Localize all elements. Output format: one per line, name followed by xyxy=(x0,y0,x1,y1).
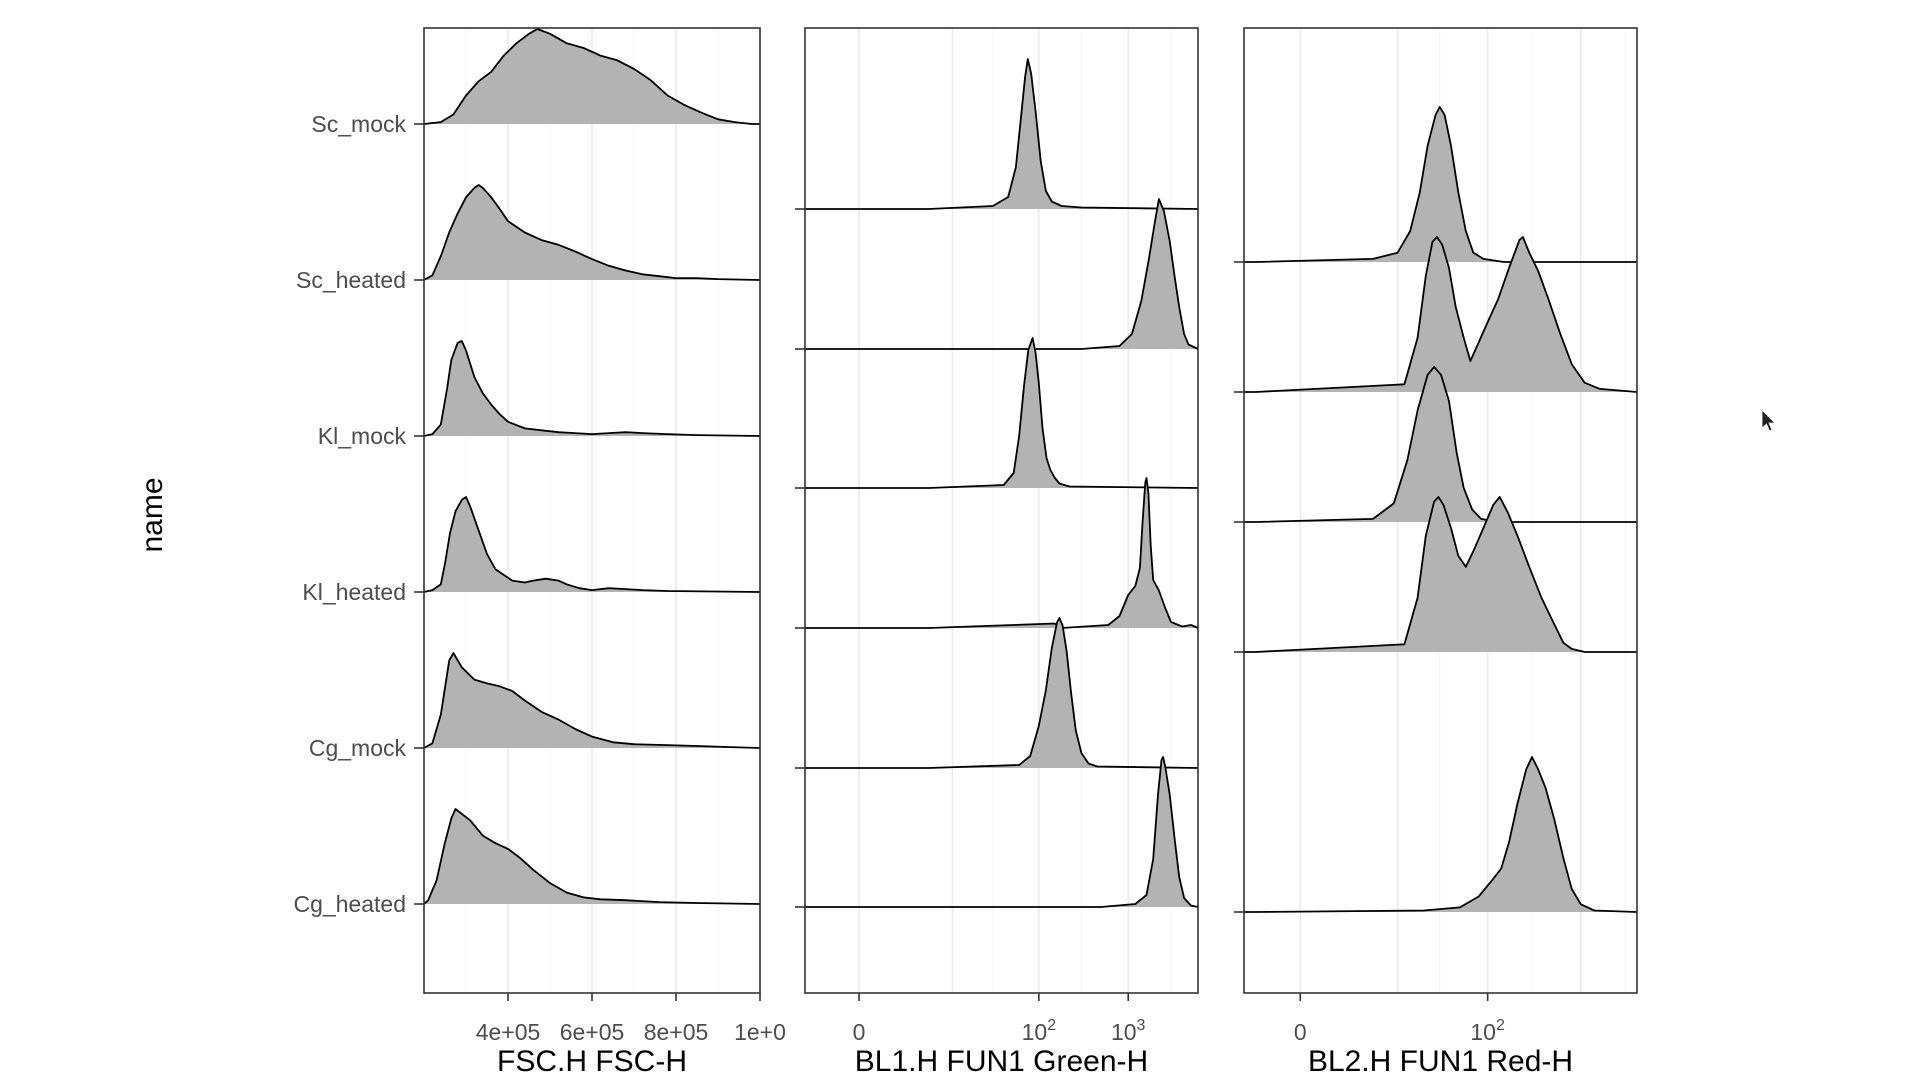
x-tick-label-panel1-3: 1e+0 xyxy=(734,1019,786,1045)
x-axis-title-panel3: BL2.H FUN1 Red-H xyxy=(1308,1045,1573,1078)
y-tick-label-kl_heated: Kl_heated xyxy=(302,579,406,605)
ridge-fill-panel2-cg_heated xyxy=(805,757,1198,907)
ridge-line-panel1-sc_mock xyxy=(423,28,760,125)
ridge-line-panel1-cg_heated xyxy=(423,808,761,905)
x-tick-label-panel2-1: 102 xyxy=(1022,1017,1057,1045)
ridge-line-panel2-sc_heated xyxy=(805,198,1199,350)
ridges xyxy=(423,28,1638,913)
ridge-fill-panel1-kl_heated xyxy=(424,497,760,592)
y-tick-label-kl_mock: Kl_mock xyxy=(318,423,407,449)
ridge-line-panel3-kl_mock xyxy=(1244,366,1637,523)
ridge-fill-panel1-sc_heated xyxy=(424,185,760,280)
x-axis-title-panel2: BL1.H FUN1 Green-H xyxy=(855,1045,1148,1078)
ridge-line-panel1-kl_mock xyxy=(423,340,761,437)
panel-frame-3 xyxy=(1243,27,1638,994)
ridge-fill-panel2-sc_heated xyxy=(805,199,1198,349)
panel-frame-2 xyxy=(804,27,1199,994)
x-tick-label-panel1-1: 6e+05 xyxy=(560,1019,625,1045)
ridge-fill-panel1-cg_heated xyxy=(424,809,760,904)
y-tick-label-sc_heated: Sc_heated xyxy=(296,267,406,293)
y-tick-label-cg_heated: Cg_heated xyxy=(293,891,406,917)
ridge-line-panel2-cg_heated xyxy=(805,756,1199,908)
ridge-fill-panel3-kl_heated xyxy=(1244,497,1637,652)
y-tick-label-sc_mock: Sc_mock xyxy=(311,111,406,137)
ridge-line-panel1-sc_heated xyxy=(423,184,761,281)
ridge-fill-panel2-cg_mock xyxy=(805,618,1198,768)
axes: 4e+05 6e+05 8e+05 1e+0 FSC.H FSC-H 0 102 103BL1… xyxy=(293,111,1573,1078)
ridge-line-panel3-cg_heated xyxy=(1244,756,1638,913)
ridge-line-panel3-sc_heated xyxy=(1244,236,1638,393)
ridge-line-panel1-kl_heated xyxy=(423,496,761,593)
ridge-fill-panel1-cg_mock xyxy=(424,653,760,748)
ridge-fill-panel2-sc_mock xyxy=(805,59,1198,209)
ridge-line-panel1-cg_mock xyxy=(423,652,761,749)
ridge-line-panel2-sc_mock xyxy=(805,58,1199,210)
x-tick-label-panel1-0: 4e+05 xyxy=(476,1019,541,1045)
ridge-fill-panel3-cg_heated xyxy=(1244,757,1637,912)
ridge-fill-panel3-kl_mock xyxy=(1244,367,1637,522)
ridge-line-panel2-kl_heated xyxy=(805,477,1199,629)
y-axis-title: name xyxy=(136,477,169,552)
x-tick-label-panel1-2: 8e+05 xyxy=(644,1019,709,1045)
ridge-fill-panel3-sc_mock xyxy=(1244,107,1637,262)
ridge-line-panel2-cg_mock xyxy=(805,617,1199,769)
x-axis-title-panel1: FSC.H FSC-H xyxy=(497,1045,687,1078)
y-tick-label-cg_mock: Cg_mock xyxy=(309,735,407,761)
ridge-fill-panel1-kl_mock xyxy=(424,341,760,436)
panel-frames xyxy=(423,27,1638,994)
ridge-fill-panel2-kl_heated xyxy=(805,478,1198,628)
ridge-line-panel2-kl_mock xyxy=(805,337,1199,489)
ridge-line-panel3-sc_mock xyxy=(1244,106,1637,263)
mouse-cursor-icon xyxy=(1761,409,1776,432)
x-tick-label-panel2-0: 0 xyxy=(853,1019,866,1045)
x-tick-label-panel3-1: 102 xyxy=(1470,1017,1505,1045)
x-tick-label-panel2-2: 103 xyxy=(1111,1017,1146,1045)
x-tick-label-panel3-0: 0 xyxy=(1294,1019,1307,1045)
ridge-fill-panel3-sc_heated xyxy=(1244,237,1637,392)
ridge-fill-panel2-kl_mock xyxy=(805,338,1198,488)
ridge-line-panel3-kl_heated xyxy=(1244,496,1637,653)
